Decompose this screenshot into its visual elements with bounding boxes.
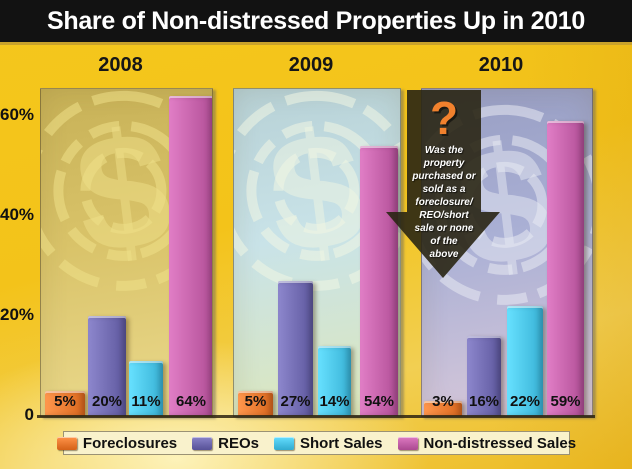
- legend-label-reos: REOs: [218, 434, 259, 452]
- value-label-foreclosures-2008: 5%: [54, 393, 76, 410]
- svg-text:$: $: [67, 95, 181, 289]
- legend-label-short-sales: Short Sales: [300, 434, 383, 452]
- y-axis-tick-20: 20%: [0, 305, 35, 324]
- chart-panel-2009: $5% 27% 14% 54%: [233, 88, 401, 417]
- bar-short-sales-2008: [129, 361, 163, 416]
- chart-panel-2008: $5% 20% 11% 64%: [40, 88, 213, 417]
- y-axis-tick-40: 40%: [0, 205, 35, 224]
- bar-foreclosures-2008: [45, 391, 85, 416]
- bar-foreclosures-2010: [424, 401, 462, 416]
- legend-label-non-distressed-sales: Non-distressed Sales: [423, 434, 577, 452]
- legend-swatch-foreclosures: [56, 436, 77, 450]
- svg-text:$: $: [260, 95, 374, 289]
- bar-non-distressed-sales-2009: [360, 146, 398, 416]
- title-bar: Share of Non-distressed Properties Up in…: [0, 0, 632, 45]
- bar-foreclosures-2009: [238, 391, 273, 416]
- bar-short-sales-2010: [507, 306, 543, 416]
- year-label-2009: 2009: [288, 54, 334, 76]
- bar-non-distressed-sales-2008: [169, 96, 212, 416]
- x-axis-line: [37, 415, 595, 418]
- legend-item-non-distressed-sales: Non-distressed Sales: [397, 434, 577, 452]
- value-label-reos-2009: 27%: [280, 393, 311, 410]
- legend-item-short-sales: Short Sales: [274, 435, 383, 452]
- year-label-2008: 2008: [98, 54, 143, 76]
- value-label-short-sales-2010: 22%: [509, 393, 541, 410]
- legend-swatch-reos: [192, 436, 213, 450]
- legend-swatch-non-distressed-sales: [397, 436, 418, 450]
- bar-short-sales-2009: [318, 346, 351, 416]
- y-axis-tick-60: 60%: [0, 105, 35, 124]
- value-label-non-distressed-sales-2010: 59%: [550, 393, 581, 410]
- legend-item-reos: REOs: [192, 435, 259, 452]
- bar-reos-2008: [88, 316, 126, 416]
- value-label-foreclosures-2009: 5%: [244, 393, 267, 410]
- value-label-reos-2010: 16%: [468, 393, 500, 410]
- bar-non-distressed-sales-2010: [547, 121, 584, 416]
- value-label-non-distressed-sales-2009: 54%: [363, 393, 395, 410]
- legend-label-foreclosures: Foreclosures: [82, 434, 178, 452]
- bar-reos-2009: [278, 281, 313, 416]
- legend-item-foreclosures: Foreclosures: [56, 434, 178, 452]
- bar-reos-2010: [467, 336, 501, 416]
- year-label-2010: 2010: [478, 54, 524, 76]
- value-label-short-sales-2009: 14%: [319, 393, 350, 410]
- y-axis-tick-0: 0: [24, 405, 34, 424]
- value-label-non-distressed-sales-2008: 64%: [175, 393, 207, 410]
- value-label-foreclosures-2010: 3%: [432, 393, 454, 410]
- legend-swatch-short-sales: [274, 436, 294, 450]
- legend: Foreclosures REOs Short Sales Non-distresse…: [56, 431, 576, 455]
- value-label-reos-2008: 20%: [91, 393, 123, 410]
- chart-title: Share of Non-distressed Properties Up in…: [46, 6, 586, 35]
- value-label-short-sales-2008: 11%: [131, 393, 161, 410]
